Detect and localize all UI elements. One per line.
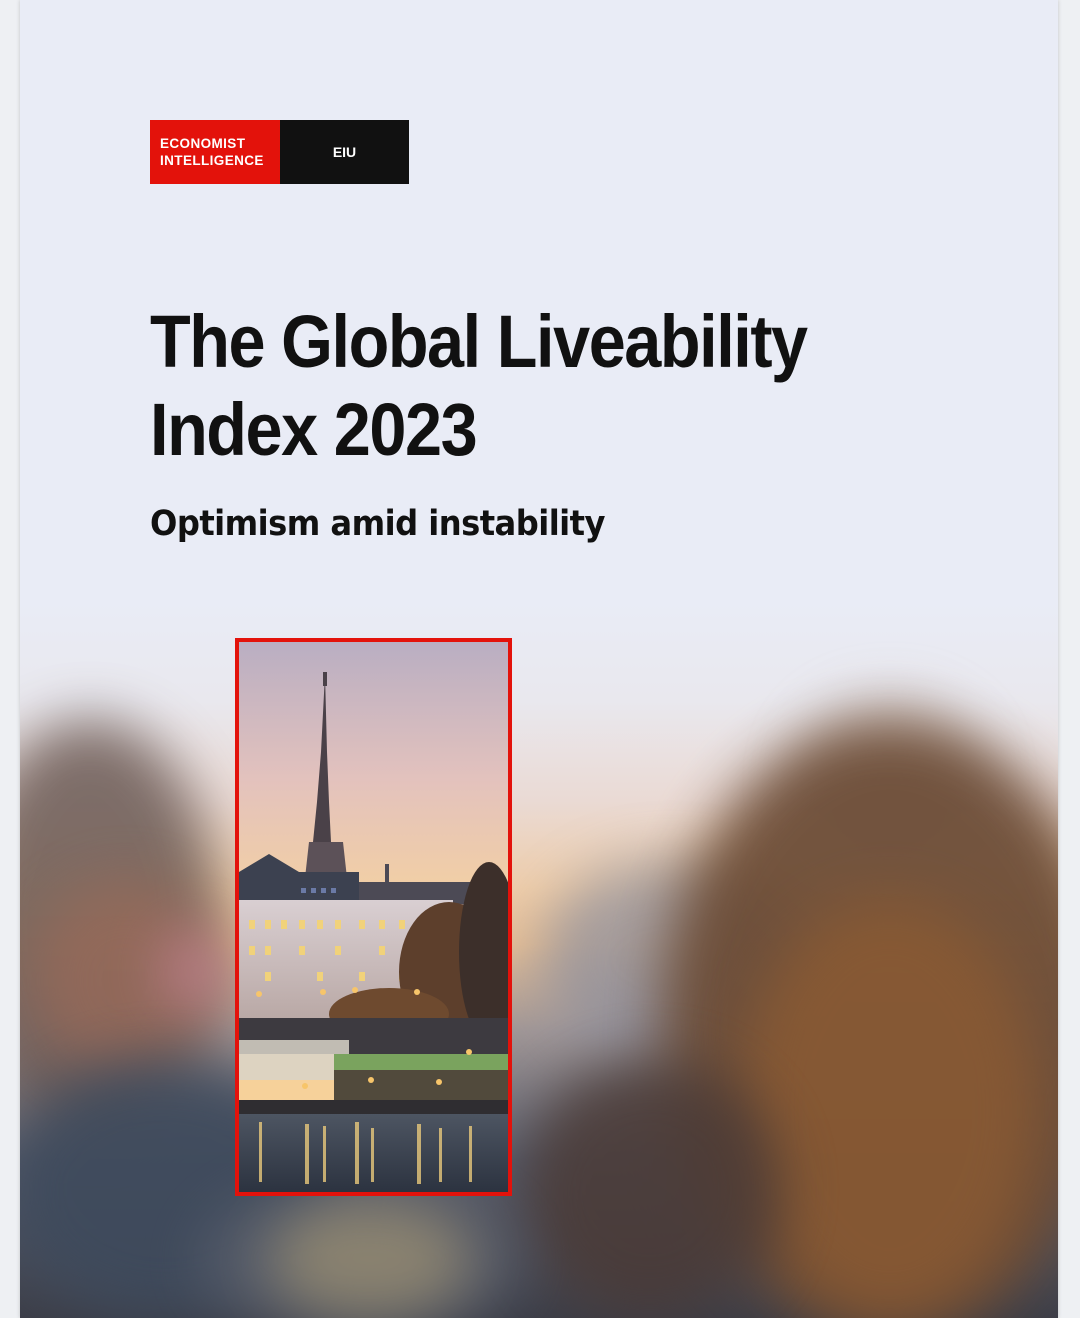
- logo-brand-line2: INTELLIGENCE: [160, 153, 264, 168]
- blurred-background-image: [20, 0, 1058, 1318]
- cover-photo: [235, 638, 512, 1196]
- report-cover-page: ECONOMIST INTELLIGENCE EIU The Global Li…: [20, 0, 1058, 1318]
- logo-brand-block: ECONOMIST INTELLIGENCE: [150, 120, 280, 184]
- eiu-logo: ECONOMIST INTELLIGENCE EIU: [150, 120, 409, 184]
- report-title: The Global Liveability Index 2023: [150, 298, 888, 474]
- title-line-1: The Global Liveability: [150, 300, 808, 383]
- city-riverside-photo-icon: [239, 642, 508, 1192]
- logo-brand-line1: ECONOMIST: [160, 136, 246, 151]
- report-subtitle: Optimism amid instability: [150, 504, 605, 544]
- title-line-2: Index 2023: [150, 388, 478, 471]
- logo-short-label: EIU: [332, 144, 357, 160]
- logo-short-block: EIU: [280, 120, 409, 184]
